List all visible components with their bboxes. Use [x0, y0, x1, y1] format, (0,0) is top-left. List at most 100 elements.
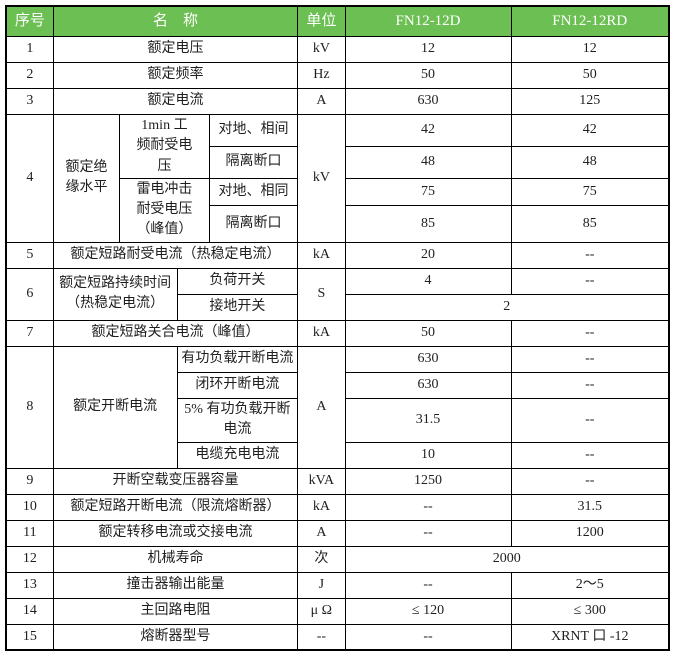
row15-unit: --: [297, 623, 346, 651]
row10-v2: 31.5: [510, 493, 670, 521]
table-row: 1 额定电压 kV 12 12: [5, 36, 670, 63]
row10-v1: --: [344, 493, 512, 521]
row6-group: 额定短路持续时间（热稳定电流）: [52, 267, 178, 321]
row4d-name: 隔离断口: [208, 204, 299, 243]
row9-name: 开断空载变压器容量: [52, 467, 299, 495]
row4-no: 4: [5, 114, 54, 243]
row4b-v1: 48: [344, 145, 512, 179]
row12-unit: 次: [297, 545, 346, 573]
row8a-name: 有功负载开断电流: [176, 345, 299, 373]
header-no: 序号: [5, 5, 54, 37]
header-unit: 单位: [297, 5, 346, 37]
row13-v2: 2～5: [510, 571, 670, 599]
table-row: 电缆充电电流 10 --: [6, 441, 670, 469]
row12-value: 2000: [344, 545, 670, 573]
row1-unit: kV: [297, 36, 346, 63]
row4c-v1: 75: [344, 177, 512, 206]
table-row: 2 额定频率 Hz 50 50: [5, 62, 670, 89]
row10-unit: kA: [297, 493, 346, 521]
row6-group-label: 额定短路持续时间（热稳定电流）: [59, 275, 172, 312]
row14-v1: ≤ 120: [344, 597, 512, 625]
row2-name: 额定频率: [52, 62, 299, 89]
row12-no: 12: [5, 545, 54, 573]
row9-no: 9: [5, 467, 54, 495]
row5-v2: --: [510, 241, 670, 269]
header-model1: FN12-12D: [344, 5, 512, 37]
row4-sub1-label: 1min 工频耐受电压: [136, 118, 193, 174]
row8d-v1: 10: [344, 441, 512, 469]
row3-unit: A: [297, 88, 346, 115]
table-row: 5% 有功负载开断电流 31.5 --: [6, 397, 670, 443]
row9-v2: --: [510, 467, 670, 495]
row4-sub2: 雷电冲击耐受电压（峰值）: [119, 177, 210, 243]
row4a-name: 对地、相间: [208, 114, 299, 147]
table-row: 14 主回路电阻 μ Ω ≤ 120 ≤ 300: [5, 597, 670, 625]
row4c-name: 对地、相同: [208, 177, 299, 206]
row11-v2: 1200: [510, 519, 670, 547]
row6b-value: 2: [344, 293, 670, 321]
row8b-name: 闭环开断电流: [176, 371, 299, 399]
row7-v1: 50: [344, 319, 512, 347]
row8a-v1: 630: [344, 345, 512, 373]
row11-name: 额定转移电流或交接电流: [52, 519, 299, 547]
row1-no: 1: [5, 36, 54, 63]
table-row: 隔离断口 85 85: [6, 204, 670, 243]
row12-name: 机械寿命: [52, 545, 299, 573]
row13-name: 撞击器输出能量: [52, 571, 299, 599]
row8d-name: 电缆充电电流: [176, 441, 299, 469]
table-row: 3 额定电流 A 630 125: [5, 88, 670, 115]
row13-unit: J: [297, 571, 346, 599]
row7-no: 7: [5, 319, 54, 347]
header-model2: FN12-12RD: [510, 5, 670, 37]
row4-sub2-label: 雷电冲击耐受电压（峰值）: [136, 181, 193, 238]
row8a-v2: --: [510, 345, 670, 373]
row6a-v1: 4: [344, 267, 512, 295]
row2-v2: 50: [510, 62, 670, 89]
row8-group: 额定开断电流: [52, 345, 178, 469]
row7-v2: --: [510, 319, 670, 347]
row4d-v1: 85: [344, 204, 512, 243]
row15-v1: --: [344, 623, 512, 651]
row4a-v1: 42: [344, 114, 512, 147]
row15-no: 15: [5, 623, 54, 651]
row6-unit: S: [297, 267, 346, 321]
row8b-v2: --: [510, 371, 670, 399]
row8d-v2: --: [510, 441, 670, 469]
table-row: 4 额定绝缘水平 1min 工频耐受电压 对地、相间 kV 42 42: [5, 114, 670, 243]
table-row: 12 机械寿命 次 2000: [5, 545, 670, 573]
row6b-name: 接地开关: [176, 293, 299, 321]
header-name: 名 称: [52, 5, 299, 37]
row5-unit: kA: [297, 241, 346, 269]
row5-name: 额定短路耐受电流（热稳定电流）: [52, 241, 299, 269]
table-row: 13 撞击器输出能量 J -- 2～5: [5, 571, 670, 599]
row14-no: 14: [5, 597, 54, 625]
row4c-v2: 75: [510, 177, 670, 206]
row4b-name: 隔离断口: [208, 145, 299, 179]
row10-no: 10: [5, 493, 54, 521]
table-row: 雷电冲击耐受电压（峰值） 对地、相同 75 75: [6, 177, 670, 243]
row1-name: 额定电压: [52, 36, 299, 63]
table-row: 11 额定转移电流或交接电流 A -- 1200: [5, 519, 670, 547]
table-row: 8 额定开断电流 有功负载开断电流 A 630 --: [5, 345, 670, 469]
table-row: 6 额定短路持续时间（热稳定电流） 负荷开关 S 4 --: [5, 267, 670, 321]
row4-unit: kV: [297, 114, 346, 243]
row8c-name: 5% 有功负载开断电流: [176, 397, 299, 443]
row5-no: 5: [5, 241, 54, 269]
table-row: 5 额定短路耐受电流（热稳定电流） kA 20 --: [5, 241, 670, 269]
row8c-v1: 31.5: [344, 397, 512, 443]
row14-unit: μ Ω: [297, 597, 346, 625]
row2-unit: Hz: [297, 62, 346, 89]
row1-v1: 12: [344, 36, 512, 63]
row4d-v2: 85: [510, 204, 670, 243]
row13-v1: --: [344, 571, 512, 599]
row4-group: 额定绝缘水平: [52, 114, 121, 243]
row6-no: 6: [5, 267, 54, 321]
row3-v2: 125: [510, 88, 670, 115]
row8-no: 8: [5, 345, 54, 469]
spec-table: 序号 名 称 单位 FN12-12D FN12-12RD 1 额定电压 kV 1…: [5, 5, 670, 652]
row8b-v1: 630: [344, 371, 512, 399]
row4a-v2: 42: [510, 114, 670, 147]
row4-sub1: 1min 工频耐受电压: [119, 114, 210, 179]
row4-group-label: 额定绝缘水平: [65, 160, 108, 196]
table-row: 15 熔断器型号 -- -- XRNT 口 -12: [5, 623, 670, 651]
